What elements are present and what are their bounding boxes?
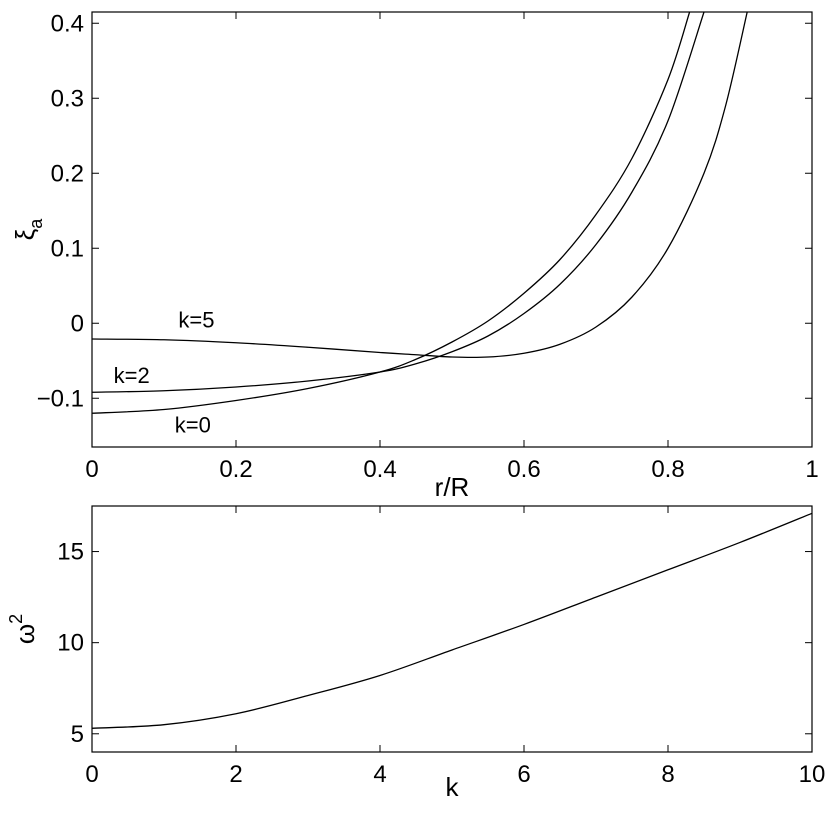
x-tick-label: 0.4 [363,456,396,483]
x-tick-label: 1 [805,456,818,483]
x-tick-label: 10 [799,761,826,788]
curve-label-k0: k=0 [175,412,211,437]
y-tick-label: 0.3 [51,85,84,112]
x-axis-label: k [446,772,460,802]
x-tick-label: 0.6 [507,456,540,483]
chart-1: 0 0.2 0.4 0.6 0.8 1 −0.1 0 0.1 0.2 0.3 0.4 r/R ξa k=5 k… [10,10,819,502]
x-tick-label: 0.2 [219,456,252,483]
curve-label-k2: k=2 [114,363,150,388]
x-tick-label: 2 [229,761,242,788]
x-tick-label: 0 [85,456,98,483]
y-tick-label: 0.2 [51,160,84,187]
series-line-k5 [92,12,748,359]
x-tick-label: 0.8 [651,456,684,483]
y-tick-label: 0.1 [51,235,84,262]
plot-frame [91,505,813,753]
x-tick-label: 8 [661,761,674,788]
curve-label-k5: k=5 [178,307,214,332]
series-line-k2 [92,12,705,393]
y-tick-label: 0.4 [51,10,84,37]
x-tick-label: 6 [517,761,530,788]
x-tick-label: 4 [373,761,386,788]
x-axis-label: r/R [435,472,470,502]
y-tick-label: 0 [71,310,84,337]
plot-frame [91,11,813,448]
chart-2: 0 2 4 6 8 10 5 10 15 k ω2 [6,505,826,802]
series-line-k0 [92,12,691,414]
y-axis-label: ω2 [6,614,40,644]
y-tick-label: −0.1 [37,385,84,412]
y-tick-label: 15 [57,539,84,566]
x-tick-label: 0 [85,761,98,788]
y-axis-label: ξa [10,218,46,241]
y-tick-label: 10 [57,630,84,657]
y-tick-label: 5 [71,721,84,748]
series-line [92,512,812,729]
